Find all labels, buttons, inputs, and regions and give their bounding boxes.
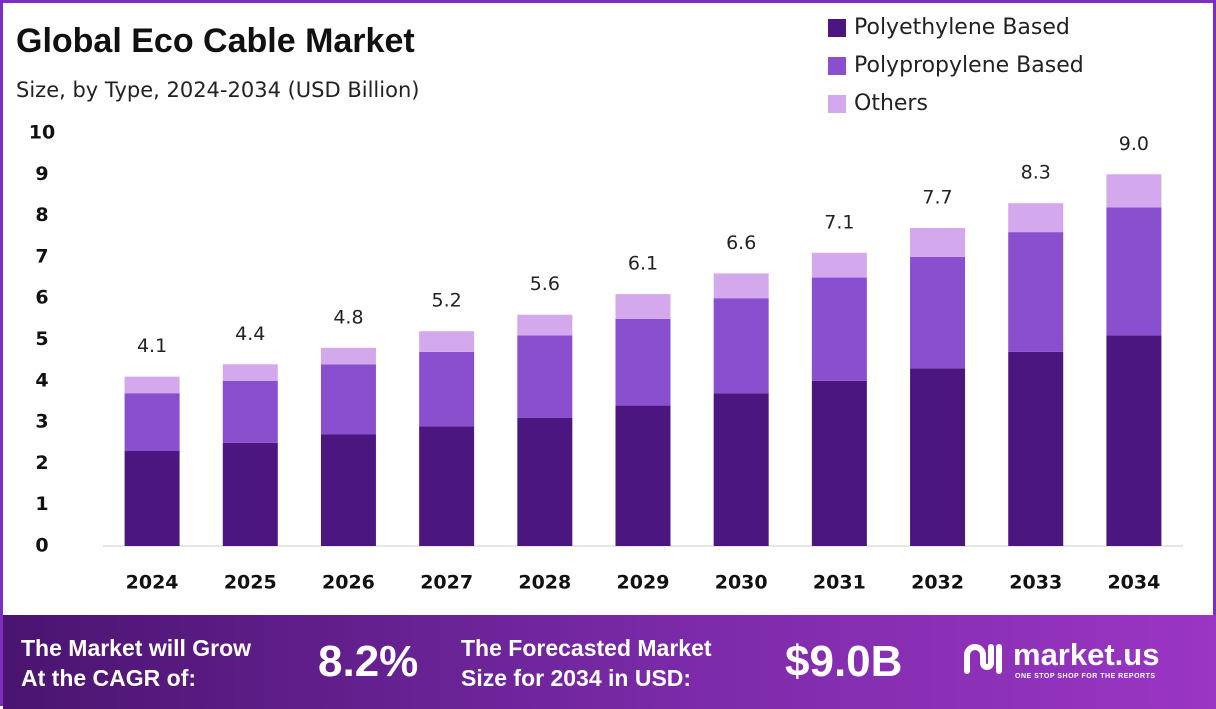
footer: The Market will Grow At the CAGR of: 8.2%…: [3, 615, 1216, 709]
bar-segment: [124, 376, 180, 394]
bar-segment: [615, 318, 671, 406]
x-tick-label: 2027: [420, 572, 473, 594]
total-label: 8.3: [1021, 162, 1051, 184]
brand-tagline: ONE STOP SHOP FOR THE REPORTS: [1015, 673, 1156, 680]
bar-segment: [1106, 335, 1162, 546]
y-tick-label: 6: [35, 287, 48, 309]
bar-segment: [811, 252, 867, 278]
total-label: 5.6: [530, 273, 560, 295]
legend-swatch: [828, 95, 846, 113]
bar-segment: [615, 294, 671, 319]
text-line: The Market will Grow: [21, 635, 252, 661]
bar-segment: [811, 277, 867, 381]
bar-segment: [713, 393, 769, 546]
chart-subtitle: Size, by Type, 2024-2034 (USD Billion): [16, 78, 419, 102]
x-tick-label: 2034: [1107, 572, 1160, 594]
bar-segment: [222, 364, 278, 381]
y-tick-label: 4: [35, 369, 48, 391]
bar-segment: [615, 405, 671, 546]
bar-segment: [517, 314, 573, 336]
bar-segment: [419, 426, 475, 546]
x-tick-label: 2024: [126, 572, 179, 594]
bar-segment: [910, 256, 966, 369]
y-tick-label: 5: [35, 328, 48, 350]
bar-segment: [1008, 232, 1064, 352]
total-label: 5.2: [432, 290, 462, 312]
text-line: The Forecasted Market: [461, 635, 712, 661]
bar-segment: [517, 417, 573, 546]
bar-segment: [713, 298, 769, 394]
total-label: 6.6: [726, 232, 756, 254]
total-label: 9.0: [1119, 133, 1149, 155]
bar-segment: [320, 434, 376, 546]
legend-label: Others: [854, 91, 928, 116]
y-tick-label: 7: [35, 245, 48, 267]
cagr-label: The Market will Grow At the CAGR of:: [21, 633, 251, 693]
bar-segment: [419, 331, 475, 352]
chart: Global Eco Cable Market Size, by Type, 2…: [16, 15, 1183, 594]
legend-swatch: [828, 57, 846, 75]
bar-segment: [124, 393, 180, 452]
bar-segment: [910, 227, 966, 257]
bar-segment: [124, 451, 180, 546]
legend-label: Polyethylene Based: [854, 15, 1070, 40]
total-label: 6.1: [628, 253, 658, 275]
bar-segment: [320, 364, 376, 435]
bar-segment: [910, 368, 966, 546]
total-label: 7.1: [824, 211, 854, 233]
y-tick-label: 1: [35, 493, 48, 515]
x-tick-label: 2025: [224, 572, 277, 594]
legend-swatch: [828, 19, 846, 37]
x-tick-label: 2033: [1009, 572, 1062, 594]
x-tick-label: 2030: [715, 572, 768, 594]
bar-segment: [222, 442, 278, 546]
bar-segment: [1106, 174, 1162, 208]
y-tick-label: 3: [35, 411, 48, 433]
bar-segment: [419, 351, 475, 427]
y-tick-label: 8: [35, 204, 48, 226]
total-label: 4.8: [333, 306, 363, 328]
bar-segment: [1106, 207, 1162, 336]
bar-segment: [811, 380, 867, 546]
cagr-value: 8.2%: [318, 637, 419, 686]
bar-segment: [1008, 203, 1064, 233]
forecast-value: $9.0B: [785, 637, 903, 686]
chart-title: Global Eco Cable Market: [16, 22, 415, 60]
x-tick-label: 2031: [813, 572, 866, 594]
y-tick-label: 0: [35, 535, 48, 557]
forecast-label: The Forecasted Market Size for 2034 in US…: [461, 633, 712, 693]
y-tick-label: 9: [35, 163, 48, 185]
y-tick-label: 2: [35, 452, 48, 474]
y-tick-label: 10: [29, 122, 55, 144]
text-line: At the CAGR of:: [21, 665, 197, 691]
bar-segment: [320, 347, 376, 365]
x-tick-label: 2032: [911, 572, 964, 594]
bar-segment: [517, 335, 573, 418]
total-label: 4.1: [137, 335, 167, 357]
brand-name: market.us: [1013, 637, 1160, 672]
x-tick-label: 2029: [617, 572, 670, 594]
x-tick-label: 2028: [518, 572, 571, 594]
bar-segment: [713, 273, 769, 299]
bar-segment: [1008, 351, 1064, 546]
brand-logo: [964, 644, 1002, 674]
bar-segment: [222, 380, 278, 443]
total-label: 7.7: [922, 186, 952, 208]
x-tick-label: 2026: [322, 572, 375, 594]
legend-label: Polypropylene Based: [854, 53, 1084, 78]
text-line: Size for 2034 in USD:: [461, 665, 692, 691]
total-label: 4.4: [235, 323, 265, 345]
